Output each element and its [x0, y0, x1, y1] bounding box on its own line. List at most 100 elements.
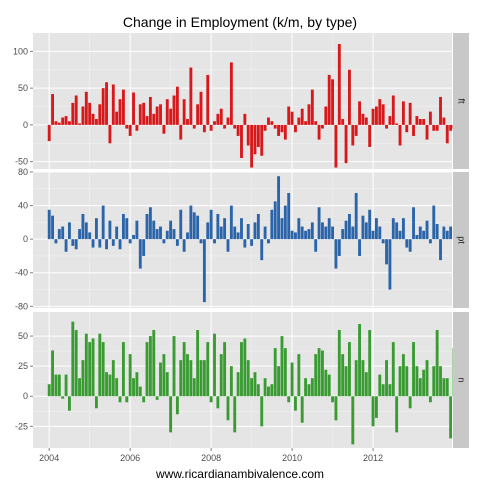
bar-n	[54, 374, 58, 397]
bar-n	[385, 360, 388, 397]
bar-ft	[47, 124, 51, 142]
bar-pt	[388, 239, 392, 290]
bar-pt	[236, 232, 240, 240]
bar-n	[202, 360, 206, 397]
y-tick-label: -40	[15, 268, 28, 278]
bar-ft	[94, 119, 98, 125]
bar-ft	[91, 113, 95, 125]
bar-ft	[260, 124, 264, 156]
chart-caption: www.ricardianambivalence.com	[155, 467, 324, 480]
bar-n	[81, 360, 85, 397]
bar-ft	[233, 124, 237, 129]
bar-n	[71, 321, 75, 397]
bar-n	[47, 384, 51, 397]
bar-pt	[51, 215, 54, 240]
panel-n: -25 0 25 50 n	[15, 312, 469, 448]
chart-title: Change in Employment (k/m, by type)	[123, 14, 357, 30]
bar-pt	[81, 213, 85, 240]
bar-pt	[401, 218, 405, 240]
bar-pt	[88, 232, 92, 240]
bar-ft	[101, 88, 105, 125]
bar-n	[159, 362, 162, 397]
bar-ft	[88, 102, 92, 125]
bar-ft	[229, 62, 233, 125]
bar-ft	[287, 106, 291, 125]
bar-ft	[374, 106, 378, 125]
bar-n	[162, 354, 166, 397]
bar-pt	[155, 229, 159, 240]
bar-pt	[290, 230, 294, 240]
bar-n	[395, 396, 399, 433]
bar-pt	[378, 226, 382, 240]
bar-ft	[314, 121, 318, 125]
bar-n	[398, 366, 402, 397]
bar-n	[287, 396, 291, 403]
y-tick-label: 40	[18, 201, 28, 211]
bar-ft	[341, 119, 345, 125]
bar-ft	[371, 108, 375, 125]
bar-pt	[78, 229, 81, 240]
bar-pt	[331, 226, 334, 240]
y-tick-label: 50	[18, 331, 28, 341]
bar-pt	[428, 239, 432, 244]
bar-pt	[162, 239, 166, 244]
bar-pt	[368, 209, 372, 240]
bar-pt	[270, 209, 274, 240]
bar-n	[111, 360, 115, 397]
bar-ft	[294, 124, 297, 133]
bar-n	[348, 342, 351, 397]
bar-pt	[135, 220, 139, 240]
bar-pt	[294, 232, 297, 240]
bar-pt	[277, 176, 281, 240]
bar-pt	[314, 239, 318, 252]
x-axis: 2004 2006 2008 2010 2012	[39, 448, 383, 463]
facet-strip	[453, 312, 469, 448]
bar-pt	[47, 209, 51, 240]
bar-ft	[388, 116, 392, 125]
bar-pt	[381, 239, 385, 244]
bar-ft	[206, 74, 210, 125]
bar-pt	[196, 215, 200, 240]
bar-ft	[321, 124, 324, 129]
bar-pt	[341, 229, 345, 240]
bar-ft	[64, 116, 68, 125]
bar-ft	[118, 99, 122, 125]
bar-n	[324, 369, 328, 397]
bar-n	[418, 378, 422, 397]
bar-pt	[364, 222, 368, 240]
x-tick-label: 2012	[363, 453, 383, 463]
bar-ft	[81, 106, 85, 125]
bar-ft	[398, 124, 402, 146]
bar-pt	[398, 230, 402, 240]
bar-pt	[175, 239, 179, 246]
bar-n	[381, 384, 385, 397]
bar-ft	[74, 95, 78, 125]
bar-ft	[202, 124, 206, 133]
bar-pt	[209, 209, 213, 240]
bar-pt	[54, 239, 58, 244]
bar-ft	[428, 111, 432, 125]
bar-pt	[337, 239, 341, 256]
bar-ft	[108, 124, 112, 144]
bar-n	[425, 360, 429, 397]
bar-ft	[68, 121, 71, 125]
bar-pt	[263, 226, 267, 240]
bar-pt	[280, 218, 284, 240]
bar-pt	[189, 205, 193, 240]
facet-strip	[453, 172, 469, 308]
bar-n	[391, 342, 395, 397]
y-tick-label: 0	[23, 234, 28, 244]
bar-n	[439, 366, 442, 397]
bar-pt	[246, 224, 250, 240]
x-tick-label: 2010	[282, 453, 302, 463]
bar-n	[142, 396, 146, 403]
bar-ft	[98, 104, 102, 125]
bar-n	[263, 378, 267, 397]
bar-pt	[202, 239, 206, 303]
bar-n	[267, 386, 270, 397]
bar-pt	[182, 239, 186, 252]
bar-n	[260, 396, 264, 427]
bar-pt	[250, 239, 254, 246]
bar-ft	[280, 124, 284, 133]
bar-n	[341, 354, 345, 397]
